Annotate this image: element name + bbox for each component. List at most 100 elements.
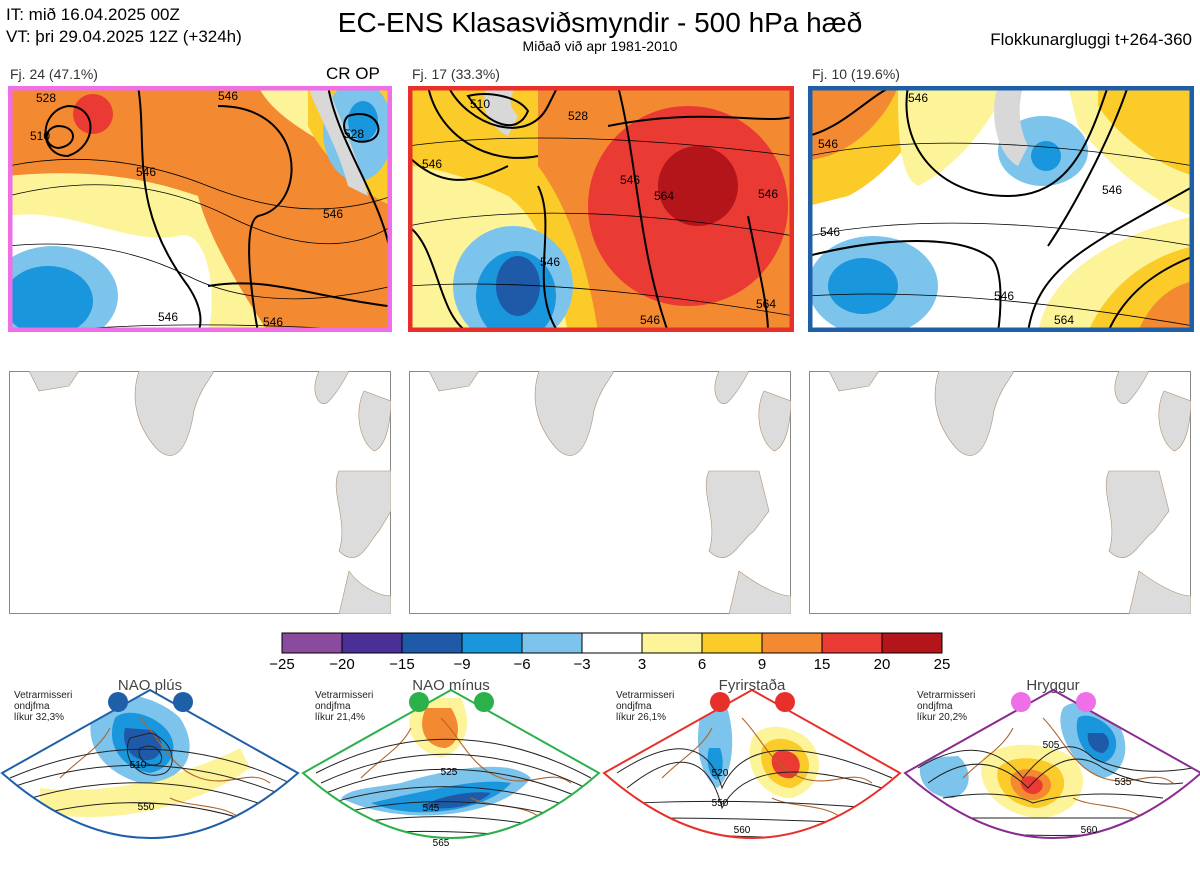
colorbar-cell <box>341 632 403 654</box>
regime-border <box>602 688 902 839</box>
contour-label: 546 <box>136 165 156 179</box>
colorbar-tick-label: −9 <box>453 656 471 673</box>
classification-window: Flokkunargluggi t+264-360 <box>990 30 1192 49</box>
initial-time: IT: mið 16.04.2025 00Z <box>6 5 180 24</box>
empty-map-2 <box>409 371 791 614</box>
colorbar-tick-label: 20 <box>873 656 891 673</box>
contour-label: 546 <box>323 207 343 221</box>
regime-info: Vetrarmisseri ondjfma líkur 32,3% <box>14 690 72 723</box>
regime-dot <box>108 692 128 712</box>
colorbar-tick-label: 6 <box>697 656 707 673</box>
contour-label: 510 <box>30 129 50 143</box>
cluster-3-map: 546 546 546 546 546 564 <box>808 86 1194 332</box>
empty-map-1 <box>9 371 391 614</box>
contour-label: 550 <box>138 802 155 813</box>
regime-name: NAO plús <box>117 677 183 694</box>
cluster-2-label: Fj. 17 (33.3%) <box>412 66 500 82</box>
colorbar-tick-label: −25 <box>269 656 295 673</box>
cluster-1-map: 528 510 546 546 546 528 546 546 <box>8 86 392 332</box>
regime-info-line: Vetrarmisseri <box>917 690 976 701</box>
regime-name: Fyrirstaða <box>718 677 786 694</box>
regime-info: Vetrarmisseri ondjfma líkur 26,1% <box>616 690 674 723</box>
contour-label: 510 <box>470 97 490 111</box>
regime-dot <box>1076 692 1096 712</box>
regime-dot <box>409 692 429 712</box>
regime-dot <box>710 692 730 712</box>
cluster-1-border <box>8 86 392 332</box>
regime-dot <box>1011 692 1031 712</box>
regime-map: 510 550 <box>0 688 300 839</box>
colorbar-cell <box>401 632 463 654</box>
contour-label: 546 <box>158 310 178 324</box>
contour-label: 560 <box>1081 825 1098 836</box>
regime-border <box>903 688 1200 839</box>
colorbar-tick-label: −20 <box>329 656 355 673</box>
contour-label: 528 <box>568 109 588 123</box>
regime-dot <box>474 692 494 712</box>
colorbar-tick-label: −15 <box>389 656 415 673</box>
colorbar-tick-label: 9 <box>757 656 767 673</box>
contour-label: 546 <box>758 187 778 201</box>
contour-label: 545 <box>423 803 440 814</box>
cluster-2-map: 510 528 546 546 564 546 546 564 546 <box>408 86 794 332</box>
page-title: EC-ENS Klasasviðsmyndir - 500 hPa hæð <box>337 7 863 38</box>
contour-label: 546 <box>818 137 838 151</box>
empty-map-3 <box>809 371 1191 614</box>
regime-map: 525 545 565 <box>301 688 601 849</box>
regime-dot <box>775 692 795 712</box>
colorbar-cell <box>761 632 823 654</box>
colorbar-cell <box>881 632 943 654</box>
contour-label: 546 <box>218 89 238 103</box>
contour-label: 546 <box>620 173 640 187</box>
contour-label: 528 <box>344 127 364 141</box>
regime-info-line: Vetrarmisseri <box>14 690 73 701</box>
regime-info-line: ondjfma <box>917 701 953 712</box>
colorbar-tick-label: 25 <box>933 656 951 673</box>
regime-info-line: ondjfma <box>616 701 652 712</box>
regime-info-line: Vetrarmisseri <box>315 690 374 701</box>
contour-label: 525 <box>441 767 458 778</box>
regime-info-line: líkur 26,1% <box>616 712 667 723</box>
cluster-3-label: Fj. 10 (19.6%) <box>812 66 900 82</box>
contour-label: 546 <box>540 255 560 269</box>
colorbar-tick-label: 15 <box>813 656 831 673</box>
colorbar-tick-label: −6 <box>513 656 531 673</box>
colorbar-cell <box>821 632 883 654</box>
colorbar <box>281 632 943 654</box>
regime-info-line: líkur 32,3% <box>14 712 65 723</box>
regime-border <box>0 688 300 839</box>
contour-label: 535 <box>1115 777 1132 788</box>
valid-time: VT: þri 29.04.2025 12Z (+324h) <box>6 27 242 46</box>
colorbar-tick-label: 3 <box>637 656 647 673</box>
regime-info-line: ondjfma <box>14 701 50 712</box>
contour-label: 564 <box>654 189 674 203</box>
regime-border <box>301 688 601 839</box>
regime-info: Vetrarmisseri ondjfma líkur 21,4% <box>315 690 373 723</box>
contour-label: 520 <box>712 768 729 779</box>
contour-label: 528 <box>36 91 56 105</box>
contour-label: 546 <box>640 313 660 327</box>
contour-label: 564 <box>756 297 776 311</box>
page-subtitle: Miðað við apr 1981-2010 <box>522 38 678 54</box>
colorbar-cell <box>521 632 583 654</box>
colorbar-cell <box>701 632 763 654</box>
contour-label: 505 <box>1043 740 1060 751</box>
regime-map: 505 535 560 <box>903 688 1200 839</box>
contour-label: 546 <box>1102 183 1122 197</box>
contour-label: 546 <box>820 225 840 239</box>
regime-info-line: líkur 21,4% <box>315 712 366 723</box>
regime-info-line: líkur 20,2% <box>917 712 968 723</box>
colorbar-cell <box>581 632 643 654</box>
regime-name: NAO mínus <box>412 677 490 694</box>
cluster-2-border <box>408 86 794 332</box>
contour-label: 564 <box>1054 313 1074 327</box>
contour-label: 546 <box>263 315 283 329</box>
contour-label: 560 <box>734 825 751 836</box>
contour-label: 550 <box>712 798 729 809</box>
colorbar-cell <box>641 632 703 654</box>
cluster-1-tag: CR OP <box>326 64 380 83</box>
cluster-3-border <box>808 86 1194 332</box>
regime-dot <box>173 692 193 712</box>
contour-label: 546 <box>994 289 1014 303</box>
colorbar-cell <box>461 632 523 654</box>
